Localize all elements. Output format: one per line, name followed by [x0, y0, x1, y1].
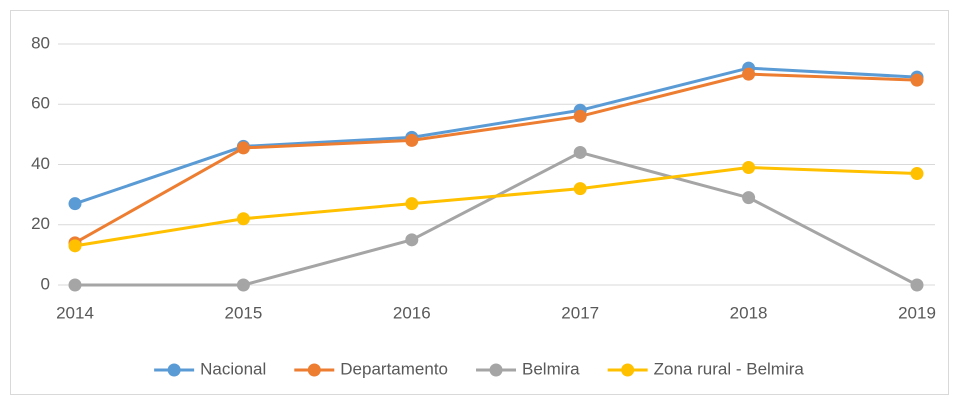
legend-marker — [167, 363, 181, 377]
series-line — [74, 72, 918, 245]
data-point — [405, 197, 419, 211]
x-tick-label: 2016 — [393, 303, 431, 322]
legend-label: Zona rural - Belmira — [654, 359, 805, 378]
x-tick-label: 2018 — [730, 303, 768, 322]
data-point — [573, 109, 587, 123]
x-tick-label: 2017 — [561, 303, 599, 322]
x-tick-label: 2019 — [898, 303, 936, 322]
x-tick-label: 2015 — [224, 303, 262, 322]
y-tick-label: 20 — [31, 214, 50, 233]
data-point — [910, 278, 924, 292]
y-tick-label: 0 — [41, 274, 50, 293]
data-point — [405, 133, 419, 147]
chart-border — [10, 10, 949, 395]
series-line — [74, 166, 918, 248]
legend-marker — [621, 363, 635, 377]
data-point — [573, 182, 587, 196]
legend-label: Nacional — [200, 359, 266, 378]
data-point — [742, 161, 756, 175]
legend-label: Belmira — [522, 359, 580, 378]
y-tick-label: 60 — [31, 94, 50, 113]
x-tick-label: 2014 — [56, 303, 94, 322]
y-tick-label: 40 — [31, 154, 50, 173]
data-point — [573, 145, 587, 159]
legend-label: Departamento — [340, 359, 448, 378]
series-line — [74, 66, 918, 206]
data-point — [742, 67, 756, 81]
data-point — [910, 73, 924, 87]
data-point — [405, 233, 419, 247]
data-point — [742, 191, 756, 205]
y-tick-label: 80 — [31, 33, 50, 52]
data-point — [236, 212, 250, 226]
data-point — [236, 278, 250, 292]
data-point — [68, 197, 82, 211]
data-point — [68, 239, 82, 253]
legend-marker — [489, 363, 503, 377]
data-point — [236, 141, 250, 155]
legend-marker — [307, 363, 321, 377]
data-point — [910, 167, 924, 181]
data-point — [68, 278, 82, 292]
